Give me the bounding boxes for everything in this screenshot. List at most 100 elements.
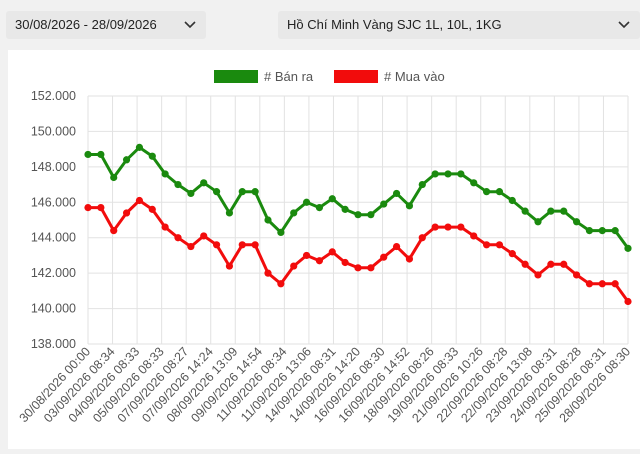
chart-panel: # Bán ra # Mua vào 152.000 150.000 148.000 1… [8, 50, 640, 449]
sell-data-point[interactable] [187, 189, 195, 198]
sell-data-point[interactable] [277, 228, 285, 236]
buy-data-point[interactable] [611, 280, 619, 288]
sell-data-point[interactable] [97, 150, 105, 159]
buy-data-point[interactable] [585, 280, 594, 288]
y-tick-label: 148.000 [31, 160, 76, 174]
buy-data-point[interactable] [444, 223, 452, 231]
sell-data-point[interactable] [392, 189, 401, 198]
chart-legend: # Bán ra # Mua vào [214, 69, 445, 84]
buy-data-point[interactable] [508, 250, 516, 258]
sell-data-point[interactable] [122, 156, 131, 164]
date-range-select[interactable]: 30/08/2026 - 28/09/2026 [6, 11, 206, 39]
sell-data-point[interactable] [547, 207, 555, 215]
buy-data-point[interactable] [84, 204, 92, 212]
buy-data-point[interactable] [97, 204, 105, 212]
buy-data-point[interactable] [148, 205, 156, 213]
sell-data-point[interactable] [534, 218, 542, 226]
sell-data-point[interactable] [264, 216, 272, 224]
buy-data-point[interactable] [135, 196, 144, 205]
buy-data-point[interactable] [110, 227, 118, 235]
buy-data-point[interactable] [290, 262, 298, 270]
sell-data-point[interactable] [341, 205, 349, 213]
product-value: Hồ Chí Minh Vàng SJC 1L, 10L, 1KG [287, 17, 502, 32]
sell-data-point[interactable] [200, 179, 208, 187]
sell-data-point[interactable] [161, 170, 169, 178]
sell-data-point[interactable] [508, 196, 516, 205]
sell-data-point[interactable] [225, 209, 234, 217]
buy-data-point[interactable] [251, 241, 259, 249]
sell-data-point[interactable] [560, 207, 568, 215]
buy-data-point[interactable] [174, 234, 182, 242]
sell-data-point[interactable] [290, 209, 298, 217]
sell-data-point[interactable] [521, 207, 529, 215]
sell-data-point[interactable] [148, 152, 156, 160]
buy-data-point[interactable] [547, 260, 555, 268]
sell-data-point[interactable] [585, 227, 594, 235]
buy-data-point[interactable] [495, 241, 504, 249]
buy-data-point[interactable] [521, 260, 529, 268]
sell-data-point[interactable] [405, 202, 414, 210]
legend-label[interactable]: # Mua vào [384, 69, 445, 84]
sell-data-point[interactable] [470, 179, 478, 187]
sell-data-point[interactable] [135, 143, 144, 151]
product-select[interactable]: Hồ Chí Minh Vàng SJC 1L, 10L, 1KG [278, 11, 640, 39]
chevron-down-icon [184, 21, 196, 29]
filter-bar: 30/08/2026 - 28/09/2026 Hồ Chí Minh Vàng… [0, 0, 640, 50]
sell-data-point[interactable] [598, 227, 606, 235]
sell-data-point[interactable] [482, 188, 491, 196]
chevron-down-icon [618, 21, 630, 29]
sell-data-point[interactable] [302, 198, 311, 206]
buy-data-point[interactable] [367, 264, 375, 272]
sell-data-point[interactable] [624, 244, 632, 252]
buy-data-point[interactable] [315, 257, 324, 265]
sell-data-point[interactable] [367, 211, 375, 219]
buy-data-point[interactable] [380, 253, 388, 261]
sell-data-point[interactable] [380, 200, 388, 208]
buy-data-point[interactable] [302, 251, 311, 260]
sell-data-point[interactable] [457, 170, 465, 178]
sell-data-point[interactable] [238, 188, 246, 196]
buy-data-point[interactable] [225, 262, 234, 270]
buy-data-point[interactable] [161, 223, 169, 231]
buy-data-point[interactable] [470, 232, 478, 240]
buy-data-point[interactable] [212, 241, 221, 249]
sell-data-point[interactable] [444, 170, 452, 178]
buy-data-point[interactable] [328, 248, 336, 256]
buy-data-point[interactable] [534, 271, 542, 279]
legend-label[interactable]: # Bán ra [264, 69, 314, 84]
buy-data-point[interactable] [560, 260, 568, 268]
buy-data-point[interactable] [598, 280, 606, 288]
buy-data-point[interactable] [624, 297, 632, 306]
sell-data-point[interactable] [251, 188, 259, 196]
buy-data-point[interactable] [341, 258, 349, 267]
buy-data-point[interactable] [200, 232, 208, 240]
buy-data-point[interactable] [457, 223, 465, 231]
sell-data-point[interactable] [212, 188, 221, 196]
buy-data-point[interactable] [431, 223, 439, 231]
sell-data-point[interactable] [354, 211, 362, 219]
chart-series [84, 143, 632, 306]
buy-data-point[interactable] [482, 241, 491, 249]
buy-data-point[interactable] [418, 234, 426, 242]
buy-data-point[interactable] [187, 242, 195, 251]
buy-data-point[interactable] [264, 269, 272, 277]
buy-data-point[interactable] [238, 241, 246, 249]
buy-data-point[interactable] [392, 242, 401, 251]
sell-data-point[interactable] [315, 204, 324, 212]
sell-data-point[interactable] [572, 218, 581, 226]
sell-data-point[interactable] [328, 195, 336, 203]
buy-data-point[interactable] [354, 264, 362, 272]
buy-data-point[interactable] [122, 209, 131, 217]
sell-data-point[interactable] [418, 180, 426, 189]
buy-data-point[interactable] [277, 280, 285, 288]
buy-data-point[interactable] [405, 255, 414, 263]
sell-data-point[interactable] [431, 170, 439, 178]
sell-data-point[interactable] [174, 180, 182, 189]
sell-data-point[interactable] [611, 227, 619, 235]
sell-data-point[interactable] [495, 188, 504, 196]
buy-data-point[interactable] [572, 271, 581, 279]
y-tick-label: 152.000 [31, 89, 76, 103]
sell-data-point[interactable] [110, 173, 118, 182]
sell-data-point[interactable] [84, 150, 92, 159]
